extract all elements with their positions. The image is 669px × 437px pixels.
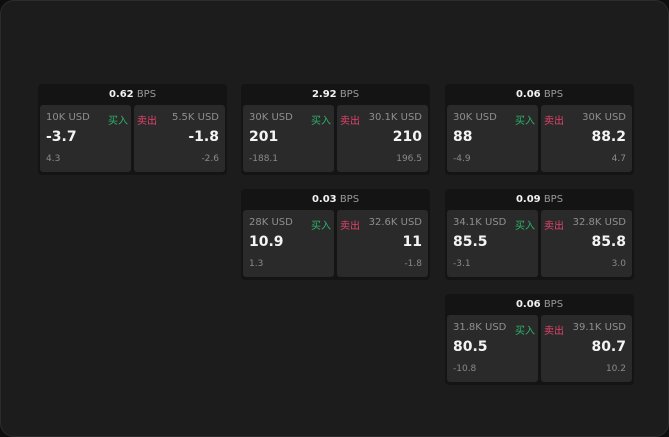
sell-price: 11 (402, 234, 422, 250)
buy-quantity: 31.8K USD (453, 322, 507, 333)
sell-label: 卖出 (137, 116, 157, 127)
spread-value: 0.09 (515, 194, 541, 205)
sell-change: 10.2 (605, 364, 626, 374)
buy-change: -3.1 (453, 259, 471, 269)
spread-unit: BPS (339, 89, 360, 100)
sell-price: 80.7 (591, 339, 626, 355)
buy-label: 买入 (311, 221, 331, 232)
quote-card: 0.06 BPS 30K USD 买入 88 -4.9 卖出 30K USD 8… (445, 84, 634, 175)
buy-button[interactable]: 10K USD 买入 -3.7 4.3 (40, 105, 131, 172)
sell-button[interactable]: 卖出 39.1K USD 80.7 10.2 (541, 315, 632, 382)
spread-unit: BPS (543, 89, 564, 100)
sell-quantity: 5.5K USD (171, 112, 219, 123)
buy-button[interactable]: 30K USD 买入 201 -188.1 (243, 105, 334, 172)
buy-price: -3.7 (46, 129, 77, 145)
sell-button[interactable]: 卖出 32.8K USD 85.8 3.0 (541, 210, 632, 277)
sell-button[interactable]: 卖出 32.6K USD 11 -1.8 (337, 210, 428, 277)
buy-quantity: 28K USD (249, 217, 293, 228)
buy-button[interactable]: 34.1K USD 买入 85.5 -3.1 (447, 210, 538, 277)
spread-unit: BPS (339, 194, 360, 205)
buy-price: 88 (453, 129, 473, 145)
buy-change: -4.9 (453, 154, 471, 164)
buy-price: 85.5 (453, 234, 488, 250)
sell-label: 卖出 (544, 326, 564, 337)
spread-value: 2.92 (311, 89, 337, 100)
quote-card: 2.92 BPS 30K USD 买入 201 -188.1 卖出 30.1K … (241, 84, 430, 175)
sell-label: 卖出 (544, 116, 564, 127)
buy-change: -188.1 (249, 154, 279, 164)
buy-button[interactable]: 28K USD 买入 10.9 1.3 (243, 210, 334, 277)
sell-change: -2.6 (201, 154, 219, 164)
sell-quantity: 30.1K USD (368, 112, 422, 123)
spread-unit: BPS (543, 194, 564, 205)
spread-header: 0.06 BPS (445, 84, 634, 105)
sell-price: 210 (392, 129, 422, 145)
buy-change: 1.3 (249, 259, 264, 269)
buy-quantity: 30K USD (453, 112, 497, 123)
buy-change: 4.3 (46, 154, 61, 164)
spread-header: 2.92 BPS (241, 84, 430, 105)
sell-change: 3.0 (611, 259, 626, 269)
sell-change: 196.5 (396, 154, 422, 164)
buy-button[interactable]: 30K USD 买入 88 -4.9 (447, 105, 538, 172)
spread-value: 0.03 (311, 194, 337, 205)
sell-quantity: 30K USD (582, 112, 626, 123)
sell-change: 4.7 (611, 154, 626, 164)
sell-quantity: 32.6K USD (368, 217, 422, 228)
spread-unit: BPS (543, 299, 564, 310)
sell-button[interactable]: 卖出 30K USD 88.2 4.7 (541, 105, 632, 172)
quote-card: 0.09 BPS 34.1K USD 买入 85.5 -3.1 卖出 32.8K… (445, 189, 634, 280)
buy-label: 买入 (311, 116, 331, 127)
buy-quantity: 30K USD (249, 112, 293, 123)
quote-card: 0.62 BPS 10K USD 买入 -3.7 4.3 卖出 5.5K USD… (38, 84, 227, 175)
buy-label: 买入 (515, 326, 535, 337)
sell-quantity: 32.8K USD (572, 217, 626, 228)
spread-value: 0.06 (515, 299, 541, 310)
sell-label: 卖出 (340, 116, 360, 127)
spread-header: 0.09 BPS (445, 189, 634, 210)
buy-price: 10.9 (249, 234, 284, 250)
buy-quantity: 34.1K USD (453, 217, 507, 228)
sell-label: 卖出 (340, 221, 360, 232)
spread-header: 0.06 BPS (445, 294, 634, 315)
buy-change: -10.8 (453, 364, 477, 374)
buy-label: 买入 (515, 221, 535, 232)
buy-price: 80.5 (453, 339, 488, 355)
buy-label: 买入 (515, 116, 535, 127)
sell-price: 88.2 (591, 129, 626, 145)
sell-button[interactable]: 卖出 30.1K USD 210 196.5 (337, 105, 428, 172)
sell-label: 卖出 (544, 221, 564, 232)
quote-card: 0.03 BPS 28K USD 买入 10.9 1.3 卖出 32.6K US… (241, 189, 430, 280)
buy-quantity: 10K USD (46, 112, 90, 123)
buy-price: 201 (249, 129, 279, 145)
sell-price: 85.8 (591, 234, 626, 250)
spread-value: 0.62 (108, 89, 134, 100)
buy-label: 买入 (108, 116, 128, 127)
sell-button[interactable]: 卖出 5.5K USD -1.8 -2.6 (134, 105, 225, 172)
quote-card: 0.06 BPS 31.8K USD 买入 80.5 -10.8 卖出 39.1… (445, 294, 634, 385)
spread-value: 0.06 (515, 89, 541, 100)
spread-header: 0.62 BPS (38, 84, 227, 105)
sell-price: -1.8 (188, 129, 219, 145)
buy-button[interactable]: 31.8K USD 买入 80.5 -10.8 (447, 315, 538, 382)
spread-unit: BPS (136, 89, 157, 100)
sell-change: -1.8 (404, 259, 422, 269)
spread-header: 0.03 BPS (241, 189, 430, 210)
sell-quantity: 39.1K USD (572, 322, 626, 333)
